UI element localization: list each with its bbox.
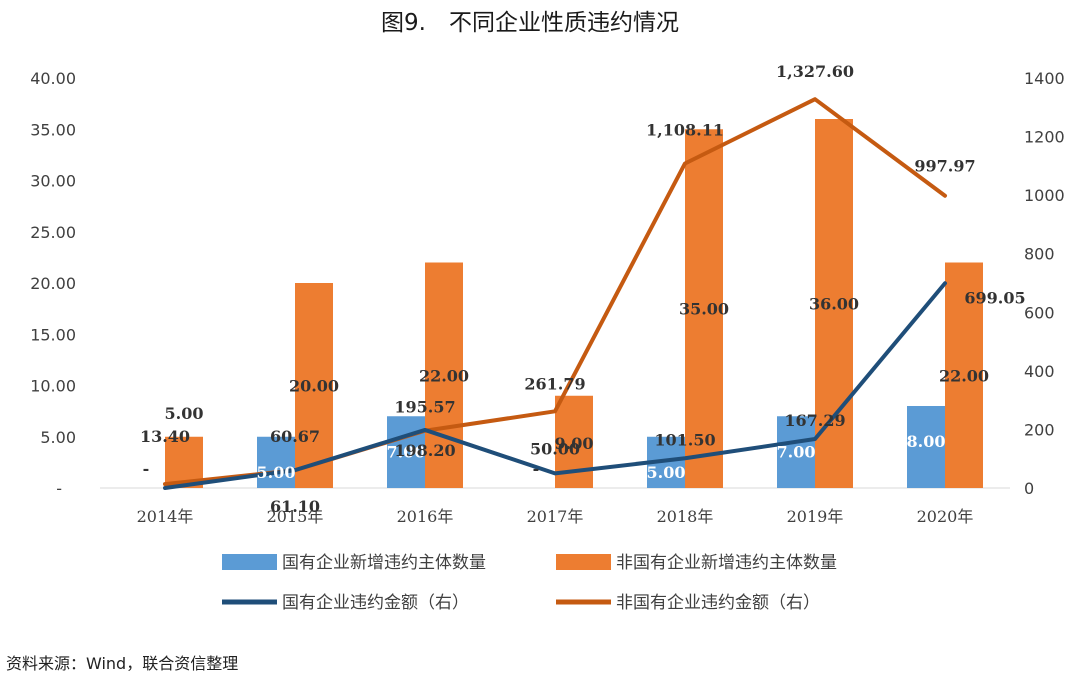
label-soe-bar: - — [143, 459, 150, 478]
label-nonsoe-bar: 5.00 — [165, 404, 204, 423]
label-nonsoe-amount: 997.97 — [914, 157, 975, 176]
y-left-tick-label: - — [56, 479, 62, 498]
data-labels: - 5.00 7.00 - 5.00 7.00 8.00 5.00 20.00 22.00 9.00… — [140, 62, 1026, 516]
bar-nonsoe — [425, 262, 463, 488]
bar-soe — [907, 406, 945, 488]
x-tick-label: 2016年 — [397, 507, 454, 526]
label-nonsoe-bar: 36.00 — [809, 295, 859, 314]
y-right-tick-label: 400 — [1024, 362, 1055, 381]
label-soe-bar: 8.00 — [907, 432, 946, 451]
label-soe-bar: 7.00 — [777, 442, 816, 461]
label-nonsoe-bar: 35.00 — [679, 300, 729, 319]
y-left-tick-label: 15.00 — [30, 325, 76, 344]
legend-label: 非国有企业新增违约主体数量 — [616, 553, 837, 573]
x-tick-label: 2020年 — [917, 507, 974, 526]
legend-label: 国有企业违约金额（右） — [282, 593, 469, 613]
y-right-tick-label: 200 — [1024, 420, 1055, 439]
bar-nonsoe — [945, 262, 983, 488]
y-left-tick-label: 20.00 — [30, 274, 76, 293]
label-nonsoe-bar: 20.00 — [289, 377, 339, 396]
x-tick-label: 2017年 — [527, 507, 584, 526]
bar-nonsoe — [685, 129, 723, 488]
label-soe-amount: 198.20 — [394, 441, 455, 460]
label-nonsoe-amount: 195.57 — [394, 398, 455, 417]
bar-soe — [387, 416, 425, 488]
y-left-tick-label: 25.00 — [30, 223, 76, 242]
legend-swatch-bar — [556, 554, 611, 570]
x-tick-label: 2014年 — [137, 507, 194, 526]
label-nonsoe-amount: 60.67 — [270, 427, 320, 446]
y-left-tick-label: 10.00 — [30, 377, 76, 396]
label-nonsoe-bar: 9.00 — [555, 434, 594, 453]
label-soe-amount: 101.50 — [654, 430, 715, 449]
y-left-tick-label: 30.00 — [30, 172, 76, 191]
bars — [165, 119, 983, 488]
label-soe-bar: - — [533, 459, 540, 478]
y-left-tick-label: 35.00 — [30, 120, 76, 139]
label-soe-bar: 7.00 — [387, 442, 426, 461]
label-soe-bar: 5.00 — [647, 463, 686, 482]
label-soe-bar: 5.00 — [257, 463, 296, 482]
label-nonsoe-amount: 1,327.60 — [776, 62, 854, 81]
label-soe-amount: 699.05 — [964, 288, 1025, 307]
label-soe-amount: 50.00 — [530, 439, 580, 458]
label-nonsoe-amount: 1,108.11 — [646, 120, 724, 139]
label-nonsoe-amount: 13.40 — [140, 427, 190, 446]
legend-label: 非国有企业违约金额（右） — [616, 593, 820, 613]
y-right-tick-label: 1200 — [1024, 128, 1065, 147]
y-right-tick-label: 1400 — [1024, 69, 1065, 88]
label-soe-amount: 167.29 — [784, 411, 845, 430]
bar-nonsoe — [295, 283, 333, 488]
line-soe-amount — [163, 281, 947, 490]
y-right-tick-label: 600 — [1024, 303, 1055, 322]
y-right-tick-label: 800 — [1024, 245, 1055, 264]
source-note: 资料来源：Wind，联合资信整理 — [6, 654, 238, 673]
bar-soe — [257, 436, 295, 488]
bar-nonsoe — [815, 119, 853, 488]
y-left-tick-label: 40.00 — [30, 69, 76, 88]
label-soe-amount: 61.10 — [270, 497, 320, 516]
y-right-tick-label: 1000 — [1024, 186, 1065, 205]
x-tick-label: 2019年 — [787, 507, 844, 526]
label-nonsoe-bar: 22.00 — [939, 366, 989, 385]
y-left-tick-label: 5.00 — [40, 428, 76, 447]
legend-swatch-bar — [222, 554, 277, 570]
label-nonsoe-amount: 261.79 — [524, 374, 585, 393]
x-tick-label: 2015年 — [267, 507, 324, 526]
label-nonsoe-bar: 22.00 — [419, 366, 469, 385]
chart-title: 图9. 不同企业性质违约情况 — [381, 10, 679, 36]
y-right-tick-label: 0 — [1024, 479, 1034, 498]
x-tick-label: 2018年 — [657, 507, 714, 526]
lines — [163, 97, 947, 490]
legend-label: 国有企业新增违约主体数量 — [282, 553, 486, 573]
axes: - 5.00 10.00 15.00 20.00 25.00 30.00 35.00 40.00… — [30, 69, 1065, 526]
bar-soe — [777, 416, 815, 488]
